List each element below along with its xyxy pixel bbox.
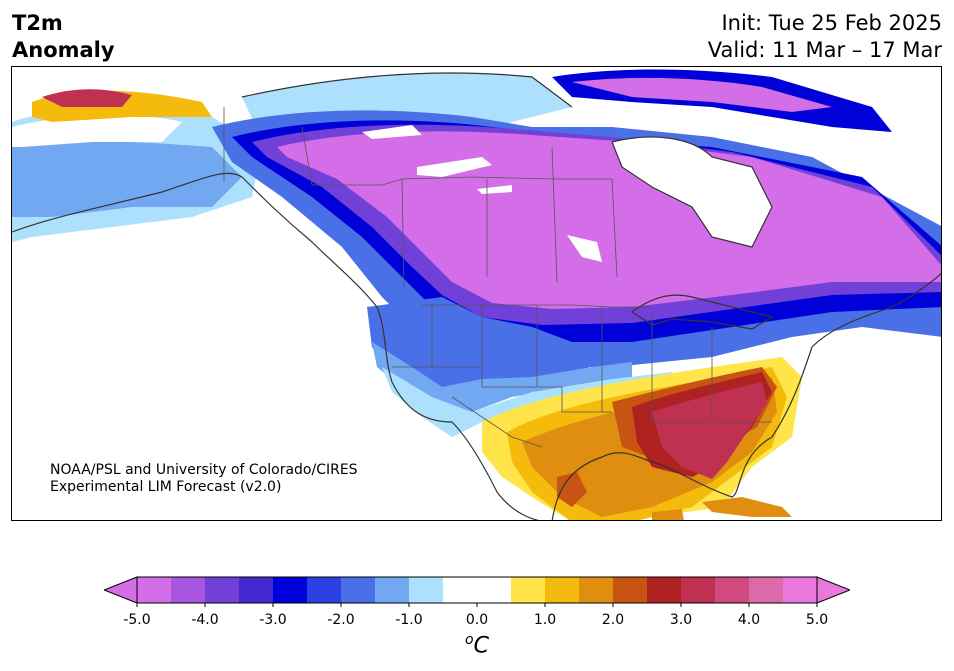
credit-line1: NOAA/PSL and University of Colorado/CIRE… (50, 462, 358, 478)
southeast-crimson (652, 382, 767, 479)
title-line2: Anomaly (12, 38, 115, 62)
valid-range: Valid: 11 Mar – 17 Mar (707, 38, 942, 62)
units-degree: o (465, 632, 474, 648)
colorbar-over-arrow (816, 576, 850, 604)
anomaly-map: NOAA/PSL and University of Colorado/CIRE… (11, 66, 942, 521)
coastlines (12, 72, 941, 520)
colorbar-cell (681, 577, 716, 603)
colorbar-cell (137, 577, 172, 603)
colorbar-under-arrow (104, 576, 138, 604)
colorbar-cell (341, 577, 376, 603)
colorbar-cell (749, 577, 784, 603)
lakes-white-4 (567, 235, 602, 262)
yucatan (652, 509, 684, 520)
alaska-white (12, 115, 182, 147)
colorbar-tick-label: 1.0 (533, 612, 557, 628)
colorbar-cell (409, 577, 444, 603)
lakes-white-1 (362, 125, 422, 139)
colorbar-cell (477, 577, 512, 603)
credit: NOAA/PSL and University of Colorado/CIRE… (50, 462, 358, 496)
colorbar-tick-label: -4.0 (191, 612, 219, 628)
colorbar-cell (545, 577, 580, 603)
colorbar-tick-label: -1.0 (395, 612, 423, 628)
colorbar-cell (579, 577, 614, 603)
lakes-white-2 (417, 157, 492, 177)
colorbar-cell (783, 577, 818, 603)
colorbar-cell (171, 577, 206, 603)
greenland (612, 137, 772, 247)
colorbar-cell (205, 577, 240, 603)
title-line1: T2m (12, 11, 63, 35)
arctic-island-purple (572, 77, 832, 112)
alaska-red (42, 89, 132, 107)
init-date: Init: Tue 25 Feb 2025 (721, 11, 942, 35)
colorbar-cell (273, 577, 308, 603)
title: T2m Anomaly (12, 10, 115, 64)
forecast-dates: Init: Tue 25 Feb 2025 Valid: 11 Mar – 17… (708, 10, 942, 64)
credit-line2: Experimental LIM Forecast (v2.0) (50, 479, 282, 495)
colorbar-tick-label: -5.0 (123, 612, 151, 628)
alaska-mid-blue (12, 141, 242, 217)
political-borders (223, 107, 772, 448)
colorbar-cell (613, 577, 648, 603)
colorbar-tick-label: 3.0 (669, 612, 693, 628)
units-label: oC (0, 632, 954, 658)
lakes-white-3 (477, 185, 512, 194)
colorbar-cell (375, 577, 410, 603)
colorbar-cells (137, 577, 818, 603)
colorbar-cell (647, 577, 682, 603)
colorbar-cell (307, 577, 342, 603)
colorbar-tick-label: 2.0 (601, 612, 625, 628)
colorbar-cell (443, 577, 478, 603)
colorbar-ticks (136, 603, 818, 607)
colorbar-tick-label: -2.0 (327, 612, 355, 628)
map-svg (12, 67, 941, 520)
colorbar-tick-label: 0.0 (465, 612, 489, 628)
west-us-palest (382, 367, 672, 437)
colorbar-cell (239, 577, 274, 603)
colorbar-tick-label: 5.0 (805, 612, 829, 628)
colorbar-cell (511, 577, 546, 603)
colorbar-cell (715, 577, 750, 603)
colorbar-tick-label: 4.0 (737, 612, 761, 628)
cuba (702, 497, 792, 517)
colorbar-tick-label: -3.0 (259, 612, 287, 628)
units-letter: C (473, 633, 489, 659)
colorbar (104, 576, 850, 607)
mexico-dark-spot (557, 472, 587, 507)
